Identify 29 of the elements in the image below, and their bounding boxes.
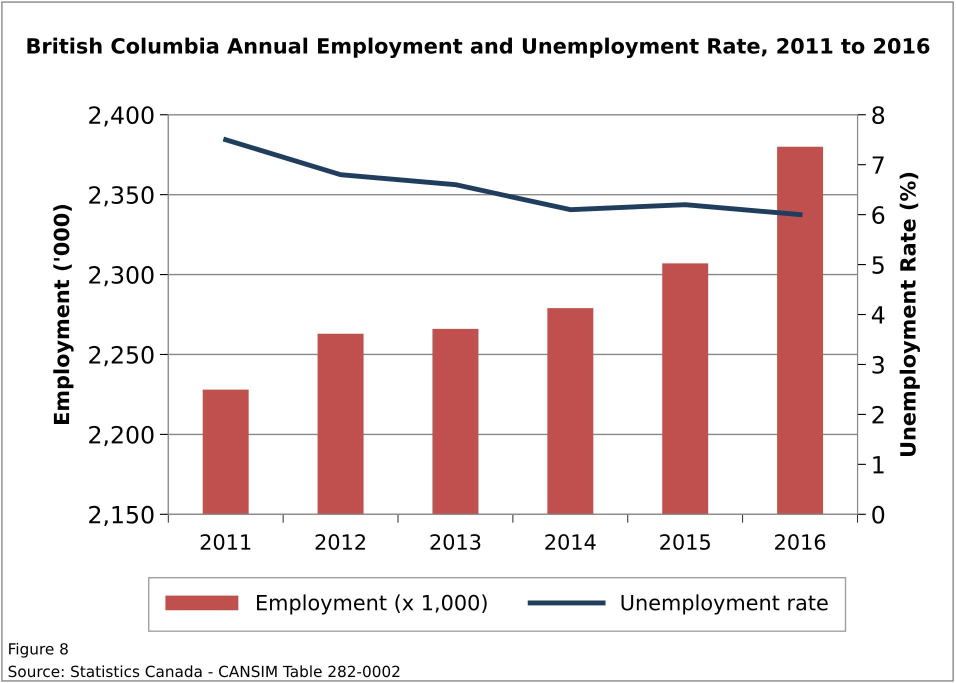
x-tick-label: 2016 <box>775 534 826 550</box>
y2-axis-title: Unemployment Rate (%) <box>900 172 920 456</box>
y-tick-label: 2,400 <box>89 106 154 126</box>
y2-tick-label: 7 <box>872 156 884 174</box>
y2-tick-label: 0 <box>872 506 884 524</box>
y2-tick-label: 3 <box>872 356 884 374</box>
y-tick-label: 2,300 <box>89 266 154 286</box>
legend-label: Employment (x 1,000) <box>257 594 487 615</box>
line-series <box>223 137 803 218</box>
y2-tick-label: 2 <box>872 406 884 424</box>
y2-tick-label: 6 <box>872 206 884 224</box>
source-note: Source: Statistics Canada - CANSIM Table 282-0002 <box>8 665 400 678</box>
y2-tick-label: 4 <box>872 306 884 324</box>
x-tick-label: 2015 <box>660 534 710 550</box>
y-tick-label: 2,200 <box>89 426 154 446</box>
chart-title: British Columbia Annual Employment and Unemployment Rate, 2011 to 2016 <box>27 38 930 58</box>
x-tick-label: 2014 <box>545 534 596 550</box>
x-tick-label: 2011 <box>200 534 250 550</box>
caption: Figure 8 <box>9 642 68 658</box>
y2-tick-label: 8 <box>872 106 884 124</box>
y-tick-label: 2,350 <box>89 186 154 206</box>
x-tick-label: 2013 <box>430 534 480 550</box>
y-tick-label: 2,250 <box>89 346 154 366</box>
x-tick-label: 2012 <box>316 534 365 550</box>
y-tick-label: 2,150 <box>89 506 154 526</box>
legend-label: Unemployment rate <box>622 594 828 615</box>
y2-tick-label: 1 <box>873 456 884 474</box>
y2-tick-label: 5 <box>872 256 884 274</box>
y-axis-title: Employment ('000) <box>53 204 74 424</box>
